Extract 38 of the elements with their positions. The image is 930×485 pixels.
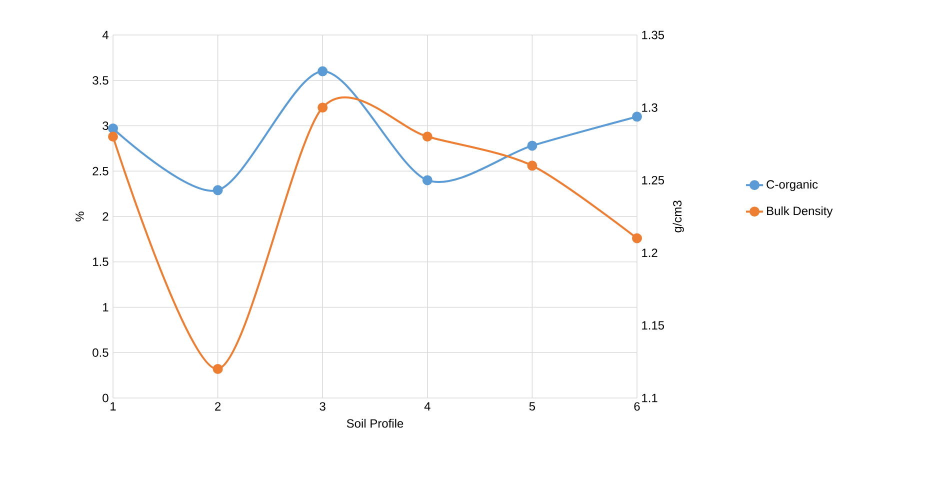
y2-tick-label: 1.25 bbox=[642, 176, 664, 184]
y2-tick-label: 1.35 bbox=[642, 30, 664, 40]
point bbox=[108, 132, 118, 142]
point bbox=[318, 102, 328, 113]
point bbox=[108, 123, 118, 134]
y-tick-label: 0 bbox=[102, 394, 108, 402]
y-tick-label: 0.5 bbox=[92, 348, 108, 357]
y2-tick-label: 1.2 bbox=[642, 248, 658, 257]
y-tick-label: 2.5 bbox=[92, 166, 108, 176]
point bbox=[318, 66, 328, 76]
point bbox=[212, 364, 223, 374]
y-tick-label: 3.5 bbox=[92, 76, 108, 85]
point bbox=[527, 140, 538, 151]
y-tick-label: 2 bbox=[102, 212, 108, 221]
x-tick-label: 1 bbox=[110, 402, 116, 410]
point bbox=[422, 175, 432, 186]
x-axis-title: Soil Profile bbox=[346, 418, 404, 428]
y-tick-label: 4 bbox=[102, 30, 108, 40]
point bbox=[422, 132, 432, 142]
y2-tick-label: 1.3 bbox=[642, 103, 658, 112]
y-tick-label: 3 bbox=[102, 122, 108, 130]
y-axis-title: % bbox=[76, 212, 84, 222]
y2-tick-label: 1.15 bbox=[642, 321, 664, 330]
x-tick-label: 6 bbox=[634, 402, 640, 411]
x-tick-label: 2 bbox=[215, 402, 221, 411]
x-tick-label: 3 bbox=[320, 402, 326, 411]
point bbox=[212, 185, 223, 196]
x-tick-label: 5 bbox=[529, 402, 536, 411]
legend-label: C-organic bbox=[766, 180, 818, 192]
point bbox=[632, 233, 642, 244]
point bbox=[632, 112, 642, 122]
y2-axis-title: g/cm3 bbox=[672, 200, 684, 232]
y-tick-label: 1.5 bbox=[93, 258, 108, 266]
x-tick-label: 4 bbox=[424, 402, 430, 410]
point bbox=[527, 160, 538, 171]
y-tick-label: 1 bbox=[103, 303, 108, 312]
legend-label: Bulk Density bbox=[767, 206, 833, 218]
y2-tick-label: 1.1 bbox=[642, 394, 658, 402]
